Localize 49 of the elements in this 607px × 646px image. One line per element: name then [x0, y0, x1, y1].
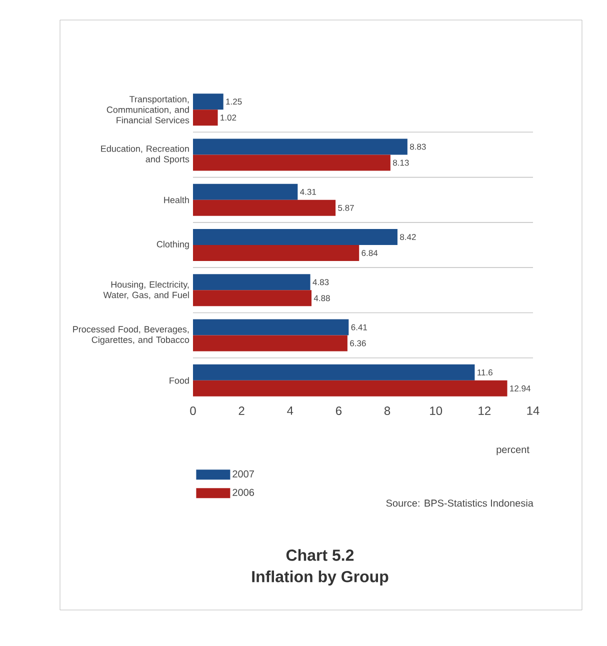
data-label: 4.31 [300, 188, 316, 195]
x-tick-label: 8 [384, 406, 390, 416]
data-label: 1.02 [220, 114, 236, 121]
x-tick-label: 0 [190, 406, 196, 416]
bar [193, 274, 310, 290]
x-tick-label: 2 [238, 406, 244, 415]
text: Inflation by Group [252, 570, 388, 586]
y-tick-label: Housing, Electricity, Water, Gas, and Fuel [103, 281, 189, 300]
x-tick-label: 6 [336, 406, 342, 416]
bar [193, 110, 218, 126]
legend-label: 2007 [232, 470, 254, 478]
data-label: 8.42 [400, 234, 416, 240]
bar [193, 364, 475, 380]
bar [193, 200, 336, 216]
y-tick-label: Processed Food, Beverages, Cigarettes, and Tobacco [73, 326, 190, 345]
data-label: 5.87 [338, 204, 354, 211]
y-tick-label: Food [170, 377, 189, 384]
text: Chart 5.2 [286, 549, 354, 561]
bar [193, 229, 398, 246]
y-tick-label: Transportation, Communication, and Financial Services [106, 96, 190, 124]
data-label: 1.25 [226, 98, 242, 105]
bar [193, 380, 508, 396]
x-tick-label: 14 [527, 406, 540, 415]
bar [193, 154, 390, 171]
data-label: 12.94 [510, 385, 530, 392]
y-tick-label: Health [164, 196, 189, 204]
x-axis-title: percent [496, 446, 530, 456]
bar [193, 184, 298, 200]
x-tick-label: 12 [478, 406, 490, 415]
bar [193, 319, 349, 336]
legend-label: 2006 [232, 488, 254, 496]
bar [193, 335, 348, 352]
y-tick-label: Clothing [156, 240, 189, 250]
bar [193, 94, 224, 110]
y-tick-label: Education, Recreation and Sports [101, 145, 190, 164]
data-label: 4.88 [314, 295, 330, 302]
data-label: 6.41 [351, 324, 367, 330]
bar [193, 290, 312, 306]
source-note: Source: BPS-Statistics Indonesia [386, 499, 534, 507]
data-label: 4.83 [312, 279, 329, 286]
x-tick-label: 4 [287, 406, 294, 415]
data-label: 6.36 [350, 340, 366, 346]
data-label: 8.83 [410, 144, 426, 150]
data-label: 8.13 [393, 160, 409, 166]
x-tick-label: 10 [430, 406, 442, 416]
bar [193, 245, 360, 262]
data-label: 6.84 [362, 250, 378, 256]
bar [193, 138, 408, 155]
data-label: 11.6 [478, 369, 492, 376]
